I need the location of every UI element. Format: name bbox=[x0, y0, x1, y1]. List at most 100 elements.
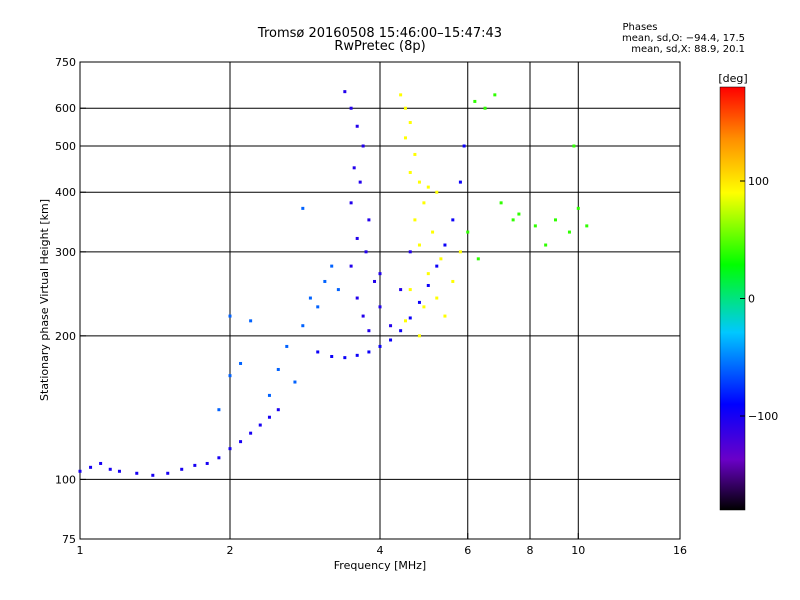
colorbar-tick-label: 0 bbox=[748, 293, 755, 306]
y-tick-label: 75 bbox=[62, 533, 76, 546]
colorbar-tick-label: 100 bbox=[748, 175, 769, 188]
data-point bbox=[422, 201, 426, 205]
data-point bbox=[239, 361, 243, 365]
data-point bbox=[239, 440, 243, 444]
data-point bbox=[355, 124, 359, 128]
data-point bbox=[389, 324, 393, 328]
data-point bbox=[349, 264, 353, 268]
data-point bbox=[399, 288, 403, 292]
data-point bbox=[355, 236, 359, 240]
data-point bbox=[572, 144, 576, 148]
data-point bbox=[408, 121, 412, 125]
data-point bbox=[426, 185, 430, 189]
y-axis-label: Stationary phase Virtual Height [km] bbox=[38, 199, 51, 401]
data-point bbox=[439, 257, 443, 261]
data-point bbox=[358, 180, 362, 184]
data-point bbox=[417, 180, 421, 184]
data-point bbox=[389, 338, 393, 342]
data-point bbox=[364, 250, 368, 254]
data-point bbox=[151, 473, 155, 477]
phase-stats-o: mean, sd,O: −94.4, 17.5 bbox=[622, 33, 745, 44]
data-point bbox=[435, 190, 439, 194]
data-point bbox=[373, 279, 377, 283]
data-point bbox=[533, 224, 537, 228]
x-axis-label: Frequency [MHz] bbox=[334, 559, 426, 572]
data-points bbox=[78, 90, 589, 477]
data-point bbox=[458, 250, 462, 254]
data-point bbox=[544, 243, 548, 247]
data-point bbox=[166, 471, 170, 475]
data-point bbox=[413, 152, 417, 156]
data-point bbox=[511, 218, 515, 222]
data-point bbox=[323, 279, 327, 283]
data-point bbox=[267, 393, 271, 397]
data-point bbox=[180, 467, 184, 471]
data-point bbox=[89, 465, 93, 469]
y-tick-label: 400 bbox=[55, 186, 76, 199]
data-point bbox=[462, 144, 466, 148]
data-point bbox=[443, 243, 447, 247]
data-point bbox=[293, 380, 297, 384]
data-point bbox=[399, 329, 403, 333]
data-point bbox=[228, 374, 232, 378]
data-point bbox=[553, 218, 557, 222]
data-point bbox=[585, 224, 589, 228]
data-point bbox=[403, 136, 407, 140]
data-point bbox=[276, 408, 280, 412]
data-point bbox=[330, 264, 334, 268]
data-point bbox=[258, 423, 262, 427]
data-point bbox=[473, 99, 477, 103]
data-point bbox=[228, 314, 232, 318]
data-point bbox=[431, 230, 435, 234]
data-point bbox=[408, 250, 412, 254]
data-point bbox=[483, 106, 487, 110]
x-tick-label: 6 bbox=[464, 544, 471, 557]
data-point bbox=[493, 93, 497, 97]
data-point bbox=[408, 170, 412, 174]
data-point bbox=[361, 144, 365, 148]
data-point bbox=[343, 356, 347, 360]
data-point bbox=[108, 467, 112, 471]
y-tick-label: 600 bbox=[55, 102, 76, 115]
data-point bbox=[378, 272, 382, 276]
data-point bbox=[367, 329, 371, 333]
data-point bbox=[267, 415, 271, 419]
x-tick-label: 16 bbox=[673, 544, 687, 557]
data-point bbox=[217, 408, 221, 412]
data-point bbox=[349, 201, 353, 205]
gridlines bbox=[80, 62, 680, 539]
x-tick-label: 4 bbox=[377, 544, 384, 557]
data-point bbox=[417, 334, 421, 338]
data-point bbox=[355, 296, 359, 300]
chart-subtitle: RwPretec (8p) bbox=[334, 39, 426, 54]
data-point bbox=[361, 314, 365, 318]
y-tick-label: 300 bbox=[55, 246, 76, 259]
data-point bbox=[228, 447, 232, 451]
data-point bbox=[285, 344, 289, 348]
colorbar-ticks: 100 0 −100 bbox=[740, 175, 778, 423]
data-point bbox=[378, 344, 382, 348]
data-point bbox=[217, 456, 221, 460]
data-point bbox=[499, 201, 503, 205]
data-point bbox=[399, 93, 403, 97]
data-point bbox=[435, 296, 439, 300]
data-point bbox=[352, 166, 356, 170]
y-tick-label: 100 bbox=[55, 473, 76, 486]
data-point bbox=[355, 353, 359, 357]
data-point bbox=[413, 218, 417, 222]
data-point bbox=[330, 354, 334, 358]
axis-ticks: 1 2 4 6 8 10 16 75 100 200 300 400 500 600 750 bbox=[55, 56, 687, 557]
data-point bbox=[417, 243, 421, 247]
colorbar-label: [deg] bbox=[718, 72, 747, 85]
data-point bbox=[576, 206, 580, 210]
data-point bbox=[336, 288, 340, 292]
data-point bbox=[451, 218, 455, 222]
data-point bbox=[249, 319, 253, 323]
data-point bbox=[249, 431, 253, 435]
x-tick-label: 10 bbox=[571, 544, 585, 557]
data-point bbox=[435, 264, 439, 268]
data-point bbox=[408, 288, 412, 292]
data-point bbox=[458, 180, 462, 184]
data-point bbox=[417, 300, 421, 304]
